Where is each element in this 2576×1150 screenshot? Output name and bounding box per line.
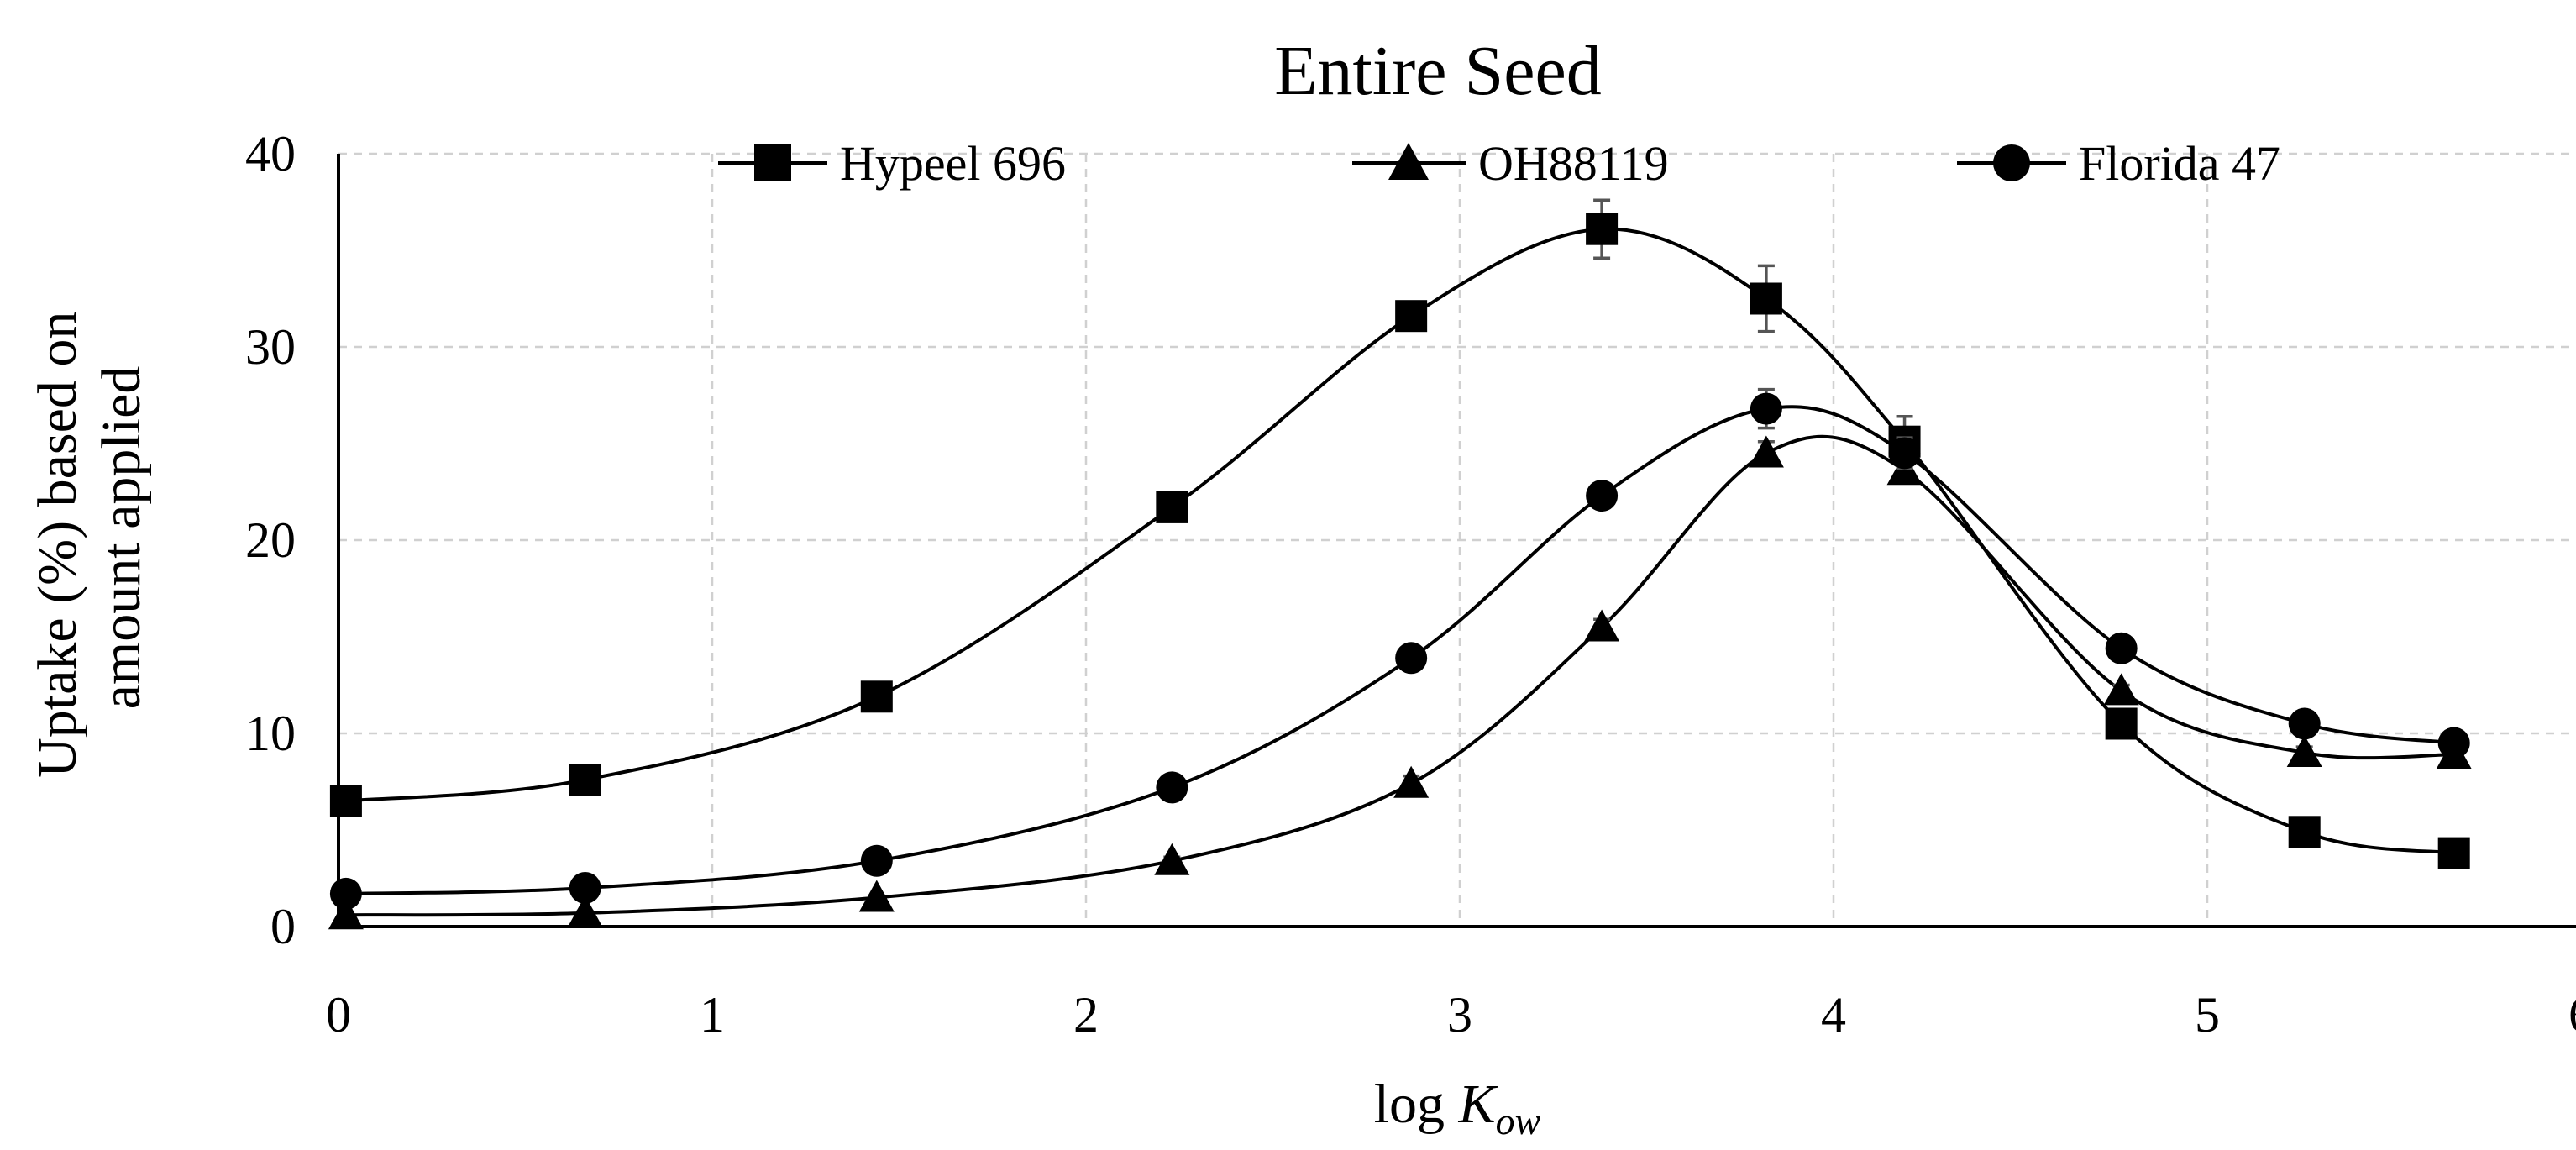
- x-axis-label: log Kow: [1374, 1074, 1541, 1142]
- x-axis-label-symbol: K: [1458, 1074, 1498, 1135]
- y-tick-label: 10: [245, 706, 296, 761]
- data-point-triangle: [1748, 435, 1784, 468]
- data-point-square: [860, 680, 893, 713]
- data-point-triangle: [2286, 735, 2322, 767]
- data-point-square: [329, 785, 362, 817]
- x-tick-label: 4: [1821, 987, 1846, 1042]
- data-point-circle: [2437, 727, 2470, 759]
- y-axis-label-line1: Uptake (%) based on: [27, 312, 88, 778]
- legend-item-hypeel-696: Hypeel 696: [718, 136, 1066, 191]
- data-point-triangle: [328, 897, 364, 930]
- data-point-circle: [1750, 392, 1782, 425]
- x-tick-labels: 0 1 2 3 4 5 6: [326, 987, 2576, 1042]
- data-point-circle: [329, 877, 362, 910]
- data-point-triangle: [2103, 673, 2139, 706]
- data-point-square: [1750, 282, 1782, 315]
- data-point-square: [2288, 816, 2321, 848]
- series-oh88119: [328, 434, 2472, 930]
- x-tick-label: 1: [700, 987, 725, 1042]
- series-line-oh88119: [345, 434, 2454, 917]
- chart-title: Entire Seed: [1274, 32, 1602, 110]
- data-point-circle: [2288, 707, 2321, 740]
- x-tick-label: 5: [2195, 987, 2220, 1042]
- legend-item-florida-47: Florida 47: [1957, 136, 2280, 191]
- data-point-circle: [1888, 437, 1921, 470]
- legend-item-oh88119: OH88119: [1352, 136, 1669, 191]
- data-point-triangle: [858, 880, 895, 912]
- series-florida-47: [329, 387, 2470, 910]
- x-axis-label-subscript: ow: [1496, 1100, 1541, 1142]
- data-point-square: [1586, 213, 1619, 245]
- legend-circle-marker: [1993, 144, 2030, 181]
- data-point-square: [2105, 707, 2138, 740]
- y-tick-label: 30: [245, 319, 296, 375]
- y-tick-label: 40: [245, 126, 296, 181]
- x-tick-label: 2: [1073, 987, 1099, 1042]
- y-axis-label-line2: amount applied: [91, 366, 152, 710]
- x-axis-label-prefix: log: [1374, 1074, 1459, 1135]
- legend-triangle-marker: [1388, 143, 1429, 180]
- legend-label-oh88119: OH88119: [1478, 136, 1669, 191]
- legend-square-marker: [754, 144, 791, 181]
- data-point-square: [1156, 491, 1188, 523]
- data-point-circle: [1586, 480, 1619, 512]
- data-point-square: [569, 764, 601, 796]
- data-point-circle: [860, 844, 893, 877]
- data-point-triangle: [1584, 609, 1620, 642]
- legend: Hypeel 696 OH88119 Florida 47: [718, 136, 2280, 191]
- data-point-square: [1395, 300, 1428, 333]
- x-tick-label: 3: [1447, 987, 1472, 1042]
- data-point-circle: [2105, 632, 2138, 664]
- y-tick-labels: 0 10 20 30 40: [245, 126, 296, 954]
- y-tick-label: 0: [270, 899, 296, 954]
- data-point-square: [2437, 837, 2470, 869]
- legend-label-hypeel-696: Hypeel 696: [840, 136, 1066, 191]
- x-tick-label: 6: [2568, 987, 2576, 1042]
- y-tick-label: 20: [245, 512, 296, 568]
- y-axis-label: Uptake (%) based on amount applied: [27, 297, 152, 778]
- data-point-triangle: [1393, 765, 1430, 798]
- data-point-circle: [1395, 642, 1428, 675]
- grid-lines: [338, 152, 2576, 927]
- series-hypeel-696: [329, 198, 2470, 869]
- data-point-triangle: [1154, 843, 1190, 875]
- series-layer: [328, 198, 2472, 930]
- data-point-triangle: [567, 895, 603, 927]
- x-tick-label: 0: [326, 987, 351, 1042]
- data-point-circle: [1156, 771, 1188, 804]
- data-point-circle: [569, 872, 601, 904]
- legend-label-florida-47: Florida 47: [2079, 136, 2280, 191]
